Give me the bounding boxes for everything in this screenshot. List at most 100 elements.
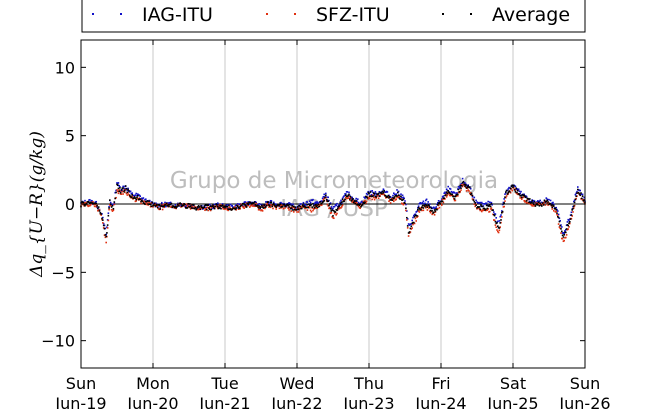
data-point [572, 207, 574, 210]
data-point [360, 201, 362, 204]
data-point [503, 202, 505, 204]
data-point [117, 187, 120, 190]
x-tick-label-date: Jun-20 [126, 394, 178, 409]
data-point [375, 196, 377, 198]
data-point [96, 205, 98, 207]
data-point [377, 192, 380, 195]
data-point [477, 206, 480, 208]
data-point [393, 197, 395, 200]
data-point [125, 192, 128, 195]
data-point [122, 187, 124, 189]
data-point [317, 205, 320, 208]
data-point [412, 216, 414, 219]
data-point [309, 200, 311, 202]
data-point [360, 205, 362, 208]
data-point [237, 203, 239, 205]
data-point [247, 204, 249, 207]
data-point [305, 206, 308, 209]
data-point [500, 214, 502, 216]
data-point [228, 204, 230, 207]
data-point [485, 204, 488, 207]
data-point [270, 201, 273, 204]
data-point [393, 196, 396, 198]
data-point [405, 203, 407, 206]
data-point [266, 202, 269, 205]
x-tick-label-date: Jun-19 [54, 394, 106, 409]
data-point [388, 200, 390, 203]
data-point [173, 205, 175, 208]
data-point [253, 201, 256, 203]
data-point [405, 209, 407, 212]
data-point [249, 201, 252, 204]
data-point [270, 200, 273, 202]
data-point [421, 201, 424, 204]
data-point [386, 195, 389, 198]
data-point [334, 211, 337, 213]
data-point [135, 192, 137, 195]
data-point [528, 201, 530, 204]
data-point [331, 216, 333, 218]
x-axis: SunJun-19MonJun-20TueJun-21WedJun-22ThuJ… [54, 40, 611, 409]
data-point [476, 207, 478, 210]
data-point [372, 194, 374, 196]
data-point [124, 188, 127, 191]
data-point [118, 189, 120, 191]
data-point [345, 191, 348, 193]
legend: IAG-ITU SFZ-ITU Average [81, 0, 586, 33]
data-point [534, 205, 537, 207]
data-point [497, 225, 499, 228]
data-point [343, 200, 345, 202]
data-point [555, 210, 557, 213]
data-point [316, 204, 318, 207]
data-point [357, 201, 360, 204]
data-point [152, 202, 154, 205]
data-point [577, 188, 579, 191]
data-point [385, 195, 387, 197]
data-point [434, 211, 437, 213]
data-point [167, 204, 169, 206]
data-point [123, 185, 125, 188]
data-point [174, 204, 177, 206]
data-point [444, 191, 446, 194]
data-point [247, 201, 249, 203]
data-point [416, 210, 418, 213]
data-point [147, 204, 149, 206]
data-point [321, 200, 323, 202]
data-point [293, 207, 296, 210]
data-point [481, 209, 484, 211]
data-point [569, 220, 571, 223]
data-point [255, 201, 257, 204]
data-point [95, 202, 98, 205]
data-point [504, 200, 506, 202]
data-point [309, 201, 312, 204]
x-tick-label-date: Jun-25 [486, 394, 538, 409]
data-point [407, 232, 410, 234]
data-point [471, 195, 474, 198]
data-point [417, 208, 419, 211]
data-point [513, 184, 515, 187]
data-point [313, 205, 315, 207]
data-point [117, 192, 120, 195]
data-point [296, 211, 298, 213]
data-point [200, 205, 202, 207]
data-point [124, 189, 126, 192]
data-point [493, 219, 496, 221]
data-point [189, 205, 192, 208]
data-point [333, 209, 335, 212]
data-point [544, 204, 547, 206]
data-point [539, 202, 541, 204]
data-point [253, 202, 255, 205]
data-point [438, 201, 441, 204]
data-point [338, 207, 341, 210]
legend-label: Average [492, 4, 570, 26]
data-point [237, 205, 239, 208]
data-point [317, 206, 319, 209]
data-point [327, 196, 329, 199]
data-point [555, 208, 557, 211]
data-point [411, 219, 413, 222]
data-point [208, 207, 210, 209]
data-point [489, 204, 491, 206]
data-point [86, 201, 89, 203]
data-point [212, 204, 214, 207]
data-point [370, 193, 373, 196]
